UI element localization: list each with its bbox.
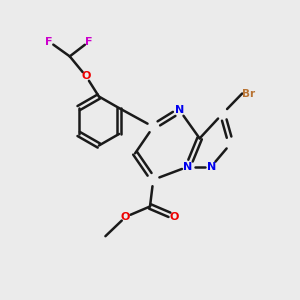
Text: N: N xyxy=(175,106,184,116)
Text: F: F xyxy=(85,37,93,46)
Text: N: N xyxy=(183,162,193,172)
Text: N: N xyxy=(207,162,216,172)
Text: O: O xyxy=(170,212,179,222)
Text: O: O xyxy=(81,71,91,81)
Text: O: O xyxy=(121,212,130,222)
Text: Br: Br xyxy=(242,88,255,98)
Text: F: F xyxy=(45,37,53,46)
